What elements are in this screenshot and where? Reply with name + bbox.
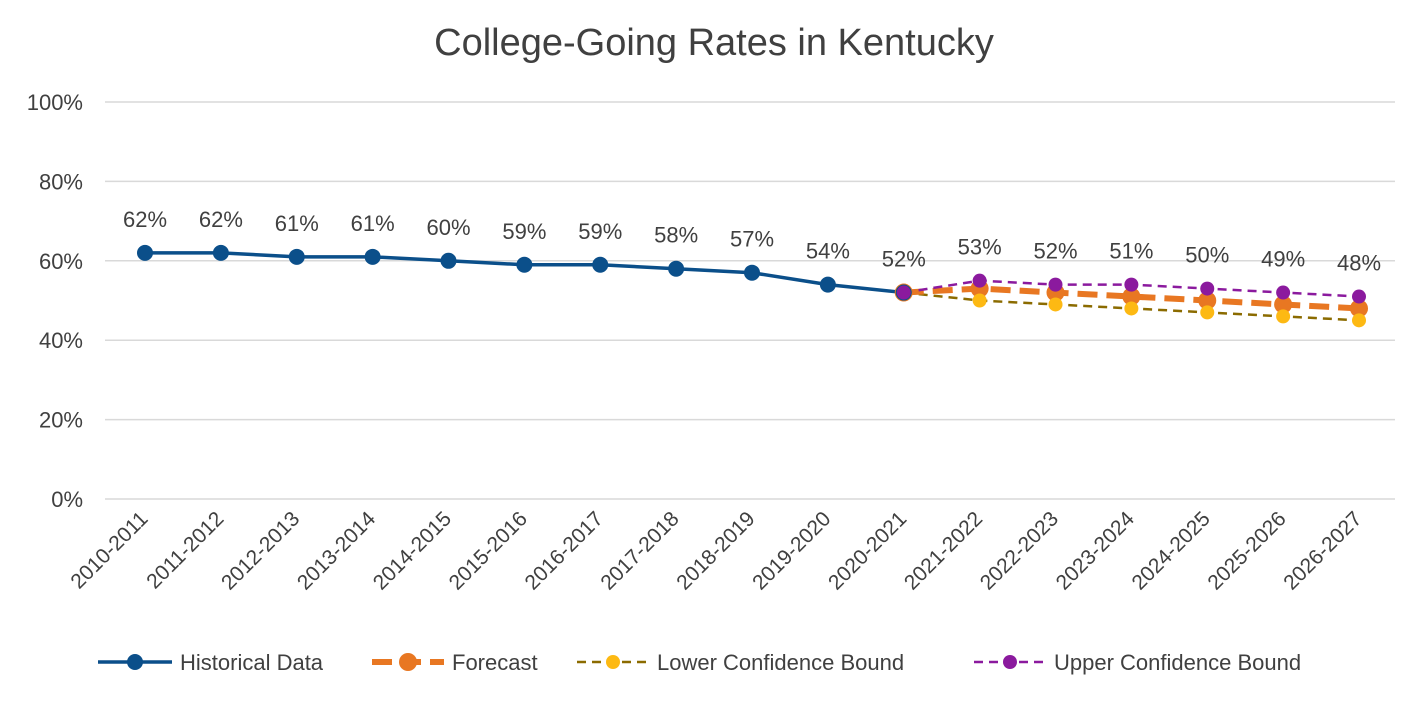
y-tick-label: 0% bbox=[51, 487, 83, 512]
x-tick-label: 2010-2011 bbox=[66, 507, 152, 593]
forecast-point bbox=[1350, 299, 1368, 318]
legend-label: Forecast bbox=[452, 650, 538, 675]
forecast-point bbox=[1122, 287, 1141, 306]
x-tick-label: 2017-2018 bbox=[596, 507, 683, 594]
y-tick-label: 20% bbox=[39, 408, 83, 433]
lower-bound-point bbox=[1048, 297, 1063, 312]
upper-bound-point bbox=[1048, 277, 1063, 292]
data-label: 60% bbox=[426, 215, 470, 240]
lower-bound-point bbox=[972, 293, 987, 308]
legend-marker bbox=[606, 655, 620, 669]
x-tick-label: 2026-2027 bbox=[1279, 507, 1366, 594]
data-label: 51% bbox=[1109, 239, 1153, 264]
forecast-point bbox=[1274, 295, 1293, 314]
data-label: 57% bbox=[730, 227, 774, 252]
historical-point bbox=[819, 276, 836, 293]
x-tick-label: 2023-2024 bbox=[1052, 507, 1140, 595]
historical-point bbox=[516, 256, 533, 273]
legend-label: Historical Data bbox=[180, 650, 324, 675]
x-tick-label: 2018-2019 bbox=[672, 507, 759, 594]
y-tick-label: 80% bbox=[39, 169, 83, 194]
x-tick-label: 2016-2017 bbox=[521, 507, 608, 594]
y-tick-label: 60% bbox=[39, 249, 83, 274]
lower-bound-point bbox=[1124, 301, 1139, 316]
data-label: 52% bbox=[1033, 239, 1077, 264]
x-tick-label: 2019-2020 bbox=[748, 507, 835, 594]
upper-bound-point bbox=[1124, 277, 1139, 292]
data-label: 52% bbox=[882, 247, 926, 272]
data-label: 59% bbox=[578, 219, 622, 244]
x-tick-label: 2015-2016 bbox=[445, 507, 532, 594]
upper-bound-point bbox=[972, 273, 987, 288]
upper-bound-point bbox=[1276, 285, 1291, 300]
y-tick-label: 100% bbox=[27, 90, 83, 115]
data-label: 49% bbox=[1261, 247, 1305, 272]
x-tick-label: 2013-2014 bbox=[293, 507, 381, 595]
data-label: 54% bbox=[806, 239, 850, 264]
x-tick-label: 2011-2012 bbox=[142, 507, 228, 593]
legend-label: Lower Confidence Bound bbox=[657, 650, 904, 675]
data-label: 58% bbox=[654, 223, 698, 248]
data-label: 61% bbox=[351, 211, 395, 236]
x-tick-label: 2022-2023 bbox=[976, 507, 1063, 594]
historical-point bbox=[212, 244, 229, 261]
data-label: 50% bbox=[1185, 243, 1229, 268]
historical-point bbox=[744, 264, 760, 281]
legend-marker bbox=[127, 654, 143, 670]
data-label: 53% bbox=[958, 235, 1002, 260]
upper-bound-point bbox=[1352, 289, 1366, 304]
chart-title: College-Going Rates in Kentucky bbox=[434, 22, 994, 64]
forecast-point bbox=[1198, 291, 1217, 310]
historical-point bbox=[288, 248, 305, 265]
data-label: 62% bbox=[199, 207, 243, 232]
y-tick-label: 40% bbox=[39, 328, 83, 353]
legend-marker bbox=[1003, 655, 1017, 669]
lower-bound-point bbox=[1200, 305, 1215, 320]
historical-point bbox=[668, 260, 685, 277]
historical-point bbox=[440, 252, 457, 269]
x-tick-label: 2014-2015 bbox=[369, 507, 456, 594]
legend-label: Upper Confidence Bound bbox=[1054, 650, 1301, 675]
x-tick-label: 2024-2025 bbox=[1128, 507, 1215, 594]
historical-point bbox=[364, 248, 381, 265]
lower-bound-point bbox=[1276, 309, 1291, 324]
x-tick-label: 2020-2021 bbox=[824, 507, 911, 594]
upper-bound-point bbox=[1200, 281, 1215, 296]
data-label: 61% bbox=[275, 211, 319, 236]
x-tick-label: 2012-2013 bbox=[217, 507, 304, 594]
x-tick-label: 2021-2022 bbox=[900, 507, 987, 594]
x-tick-label: 2025-2026 bbox=[1203, 507, 1290, 594]
upper-bound-point bbox=[896, 285, 911, 300]
lower-bound-point bbox=[1352, 313, 1366, 328]
data-label: 48% bbox=[1337, 251, 1381, 276]
historical-point bbox=[592, 256, 609, 273]
historical-point bbox=[137, 244, 153, 261]
legend-marker bbox=[399, 653, 417, 671]
data-label: 62% bbox=[123, 207, 167, 232]
data-label: 59% bbox=[502, 219, 546, 244]
